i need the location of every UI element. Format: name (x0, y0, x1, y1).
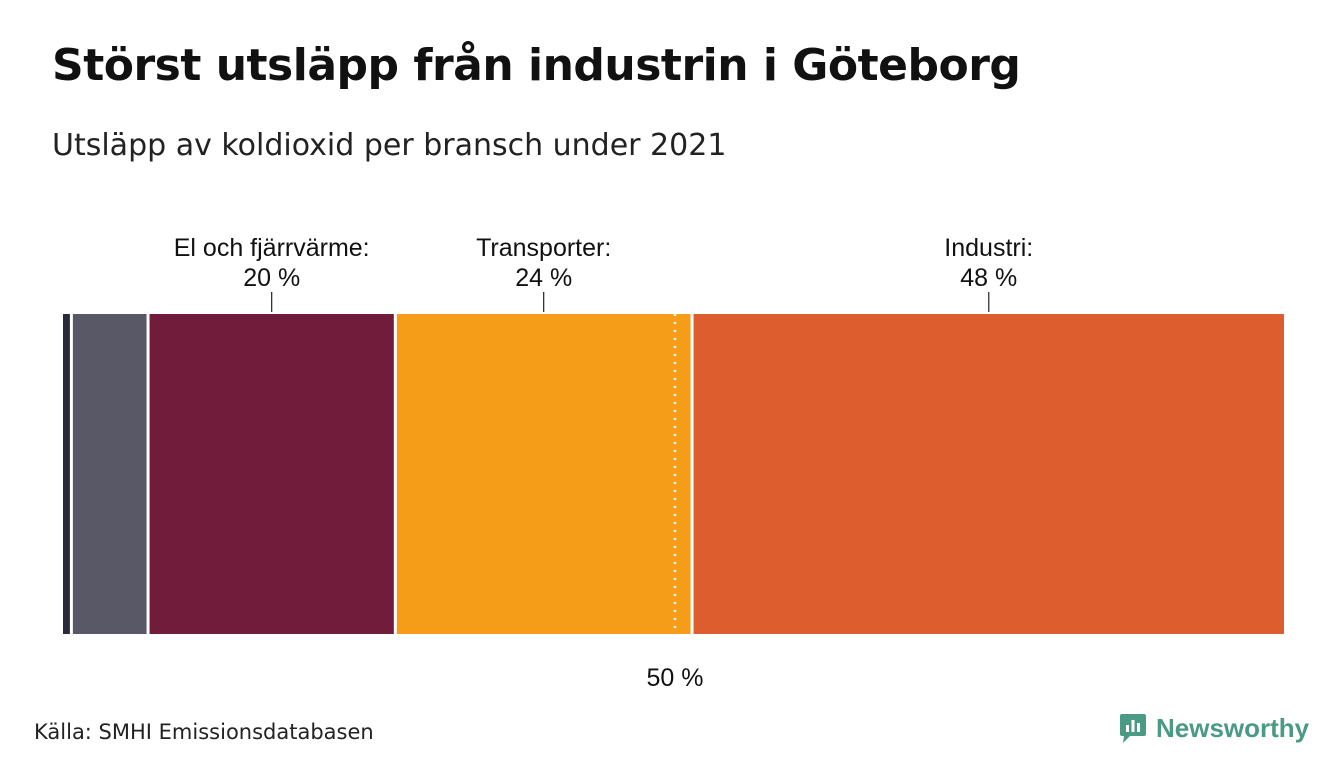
chart-title: Störst utsläpp från industrin i Göteborg (52, 40, 1021, 91)
segment-value-label: 24 % (515, 264, 572, 292)
source-note: Källa: SMHI Emissionsdatabasen (34, 720, 374, 744)
reference-line-label: 50 % (647, 664, 704, 692)
brand-logo[interactable]: Newsworthy (1118, 712, 1309, 744)
bar-segment-3 (396, 314, 691, 634)
segment-value-label: 20 % (243, 264, 300, 292)
segment-value-label: 48 % (960, 264, 1017, 292)
segment-name-label: Transporter: (476, 234, 611, 262)
bar-segment-0 (63, 314, 70, 634)
newsworthy-logo-icon (1120, 714, 1146, 743)
segment-name-label: Industri: (944, 234, 1033, 262)
bar-segment-1 (72, 314, 147, 634)
chart-subtitle: Utsläpp av koldioxid per bransch under 2… (52, 128, 727, 163)
bar-segment-4 (693, 314, 1284, 634)
brand-name: Newsworthy (1156, 712, 1310, 743)
segment-name-label: El och fjärrvärme: (174, 234, 370, 262)
bar-segment-2 (149, 314, 394, 634)
stacked-bar-chart: El och fjärrvärme:20 % Transporter:24 % In… (63, 234, 1284, 692)
